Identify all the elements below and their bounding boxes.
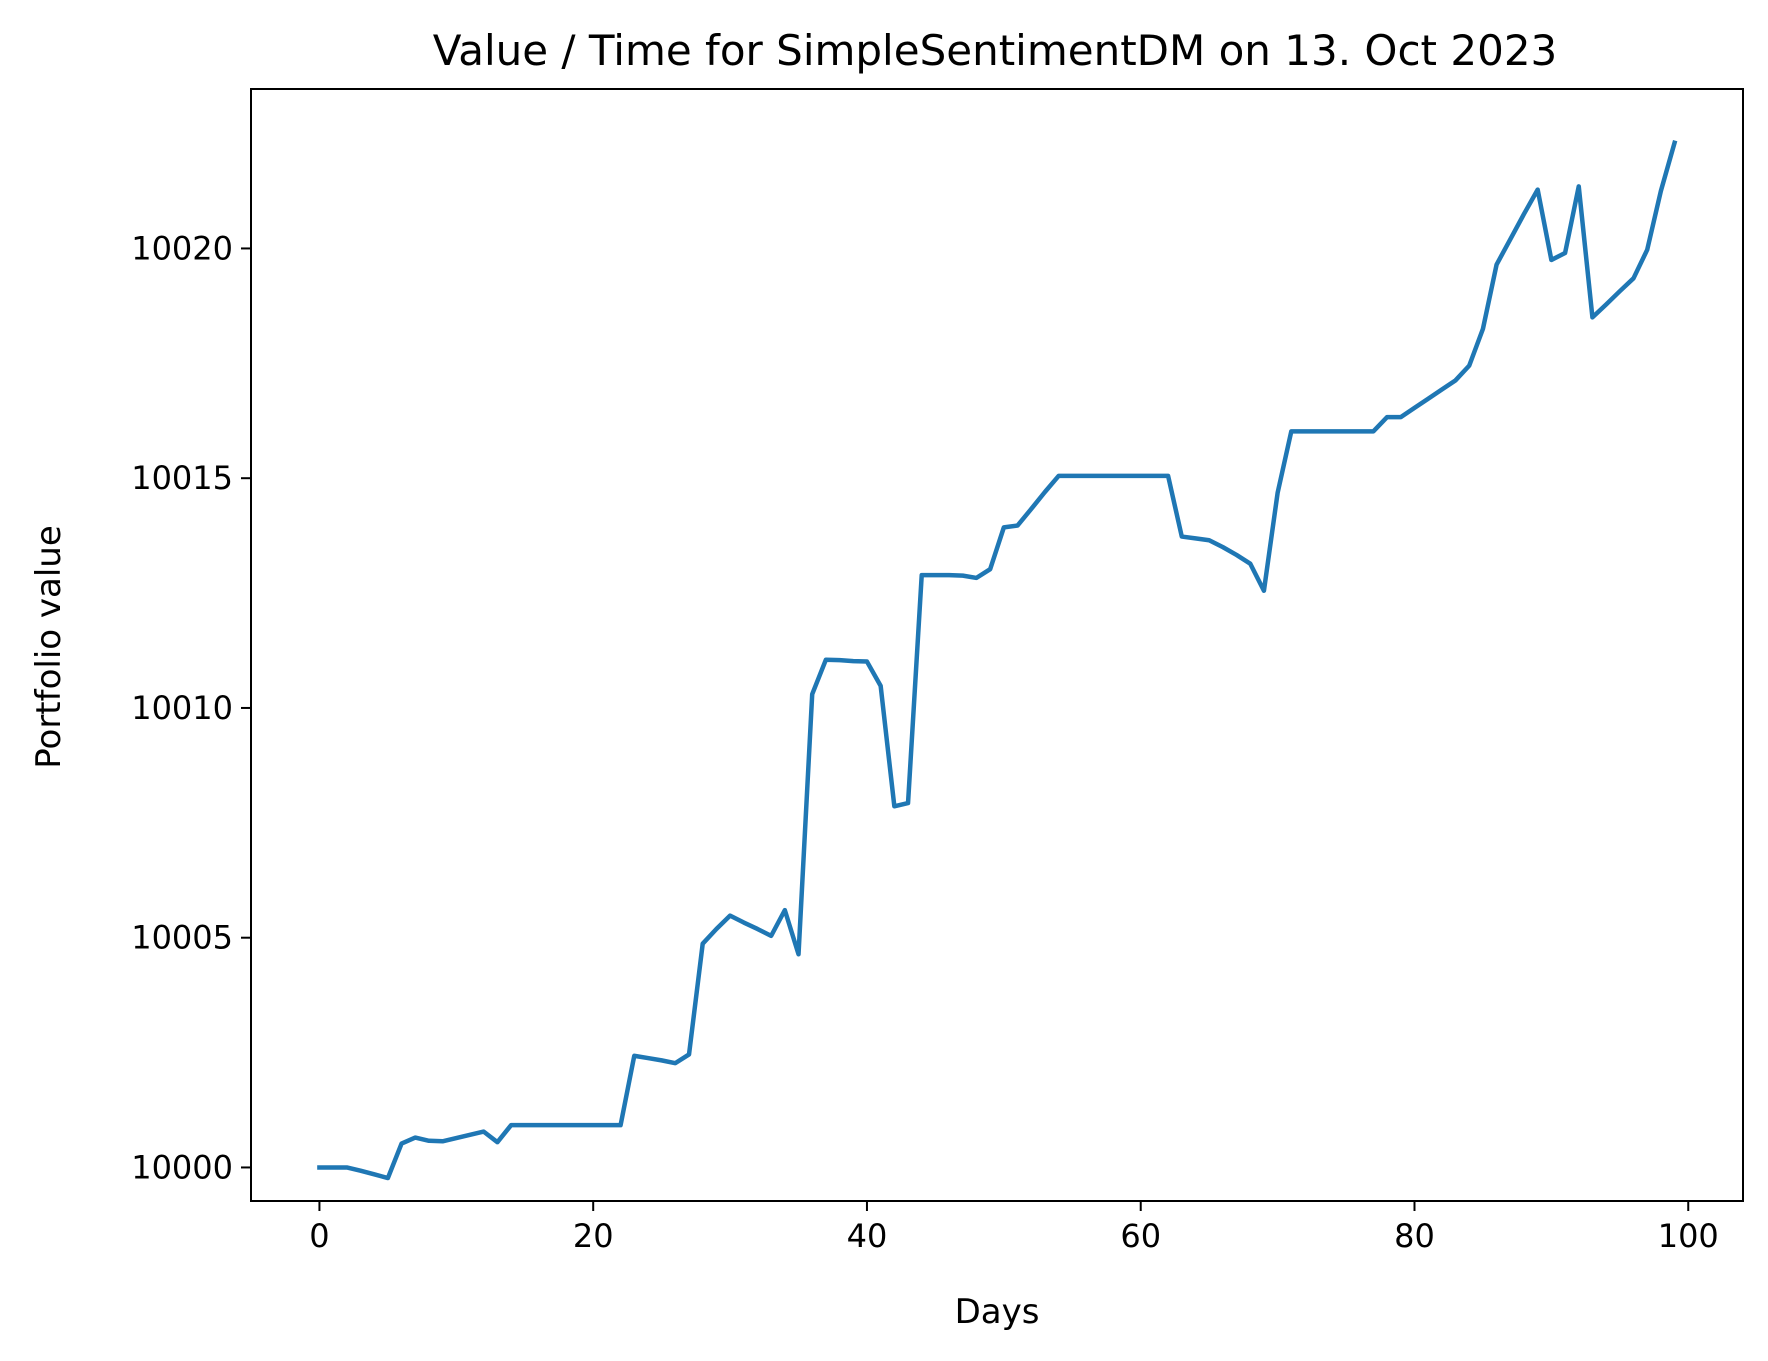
y-tick-label: 10000	[131, 1148, 233, 1186]
y-tick-label: 10010	[131, 689, 233, 727]
axes-frame	[250, 88, 1744, 1202]
plot-area	[317, 139, 1678, 1181]
x-axis-label: Days	[955, 1292, 1040, 1332]
y-tick-label: 10005	[131, 919, 233, 957]
x-tick-label: 100	[1658, 1217, 1719, 1255]
y-tick-label: 10015	[131, 459, 233, 497]
series-line-portfolio-value	[317, 139, 1678, 1181]
x-tick-label: 60	[1120, 1217, 1161, 1255]
chart-title: Value / Time for SimpleSentimentDM on 13…	[433, 26, 1558, 75]
x-axis-ticks: 0 20 40 60 80 100	[309, 1201, 1719, 1255]
x-tick-label: 20	[573, 1217, 614, 1255]
y-axis-ticks: 10000 10005 10010 10015 10020	[131, 229, 251, 1186]
y-axis-label: Portfolio value	[29, 525, 69, 769]
x-tick-label: 80	[1394, 1217, 1435, 1255]
x-tick-label: 40	[847, 1217, 888, 1255]
y-tick-label: 10020	[131, 229, 233, 267]
x-tick-label: 0	[309, 1217, 329, 1255]
